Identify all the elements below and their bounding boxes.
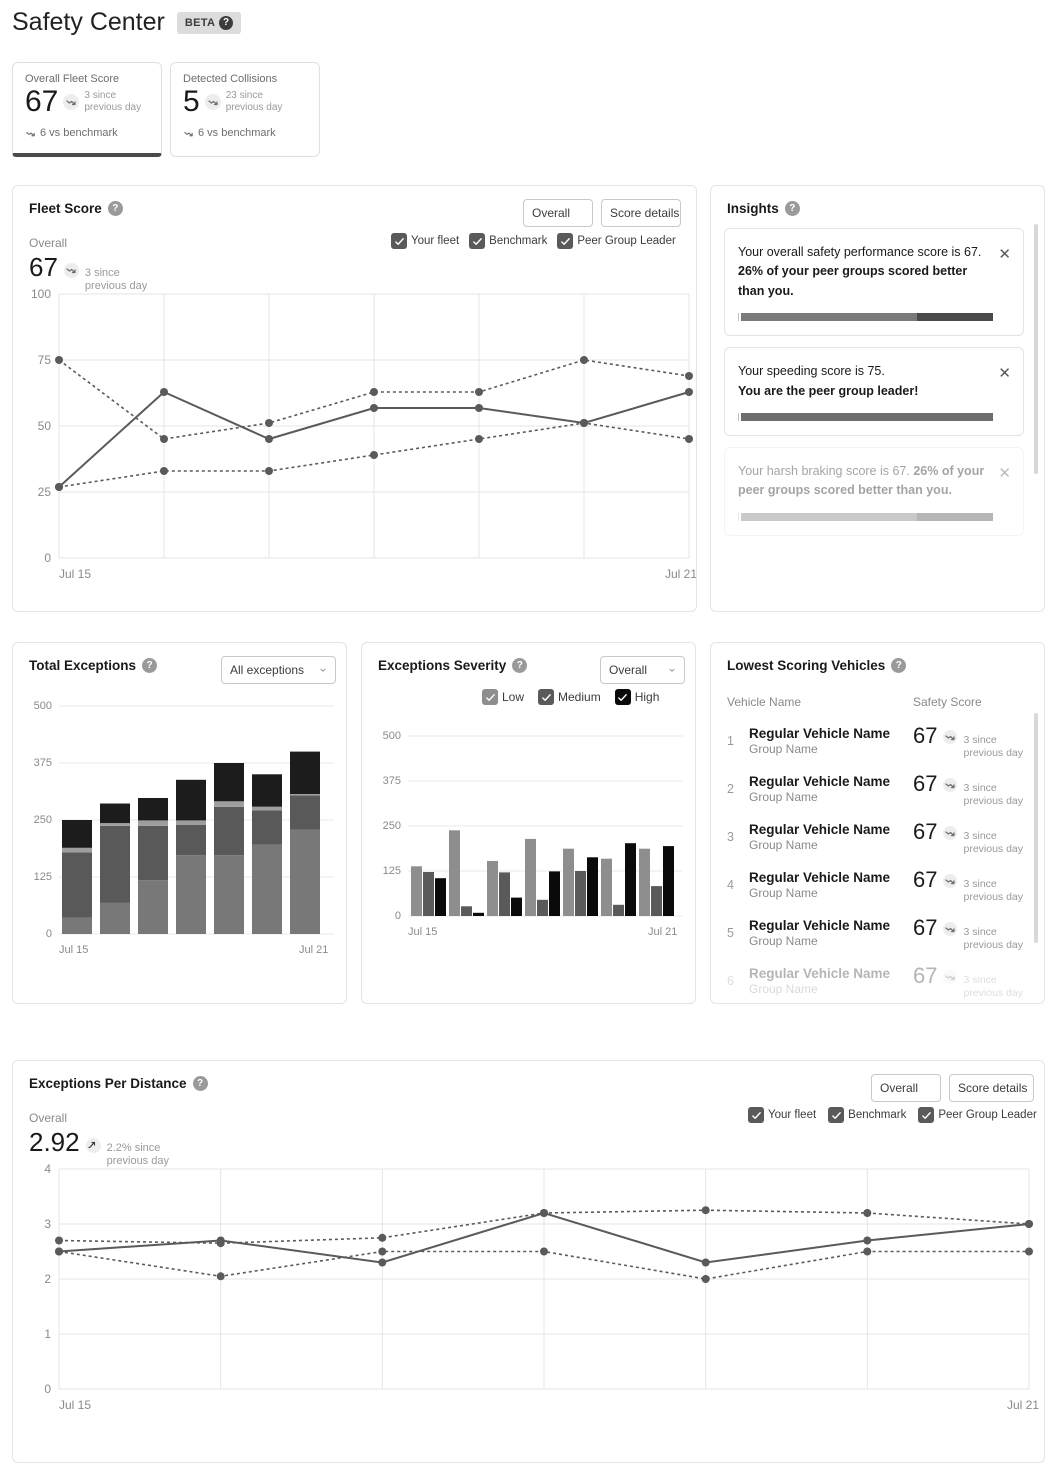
svg-text:125: 125 [34,871,52,883]
svg-text:0: 0 [44,551,51,565]
svg-text:Jul 15: Jul 15 [408,926,437,938]
svg-text:25: 25 [38,485,52,499]
svg-text:100: 100 [31,287,51,301]
svg-text:50: 50 [38,419,52,433]
svg-text:Jul 21: Jul 21 [299,944,328,956]
svg-text:250: 250 [34,814,52,826]
svg-text:0: 0 [395,910,401,922]
svg-text:2: 2 [44,1272,51,1286]
svg-text:375: 375 [383,775,401,787]
svg-text:125: 125 [383,865,401,877]
svg-text:Jul 21: Jul 21 [665,567,697,581]
svg-text:250: 250 [383,820,401,832]
svg-text:Jul 21: Jul 21 [648,926,677,938]
svg-text:Jul 15: Jul 15 [59,944,88,956]
svg-text:Jul 15: Jul 15 [59,1398,91,1412]
svg-text:1: 1 [44,1327,51,1341]
svg-text:Jul 15: Jul 15 [59,567,91,581]
svg-text:500: 500 [383,730,401,742]
svg-text:Jul 21: Jul 21 [1007,1398,1039,1412]
svg-text:0: 0 [46,928,52,940]
svg-text:75: 75 [38,353,52,367]
svg-text:3: 3 [44,1217,51,1231]
svg-text:0: 0 [44,1382,51,1396]
svg-text:375: 375 [34,757,52,769]
svg-text:500: 500 [34,700,52,712]
svg-text:4: 4 [44,1162,51,1176]
